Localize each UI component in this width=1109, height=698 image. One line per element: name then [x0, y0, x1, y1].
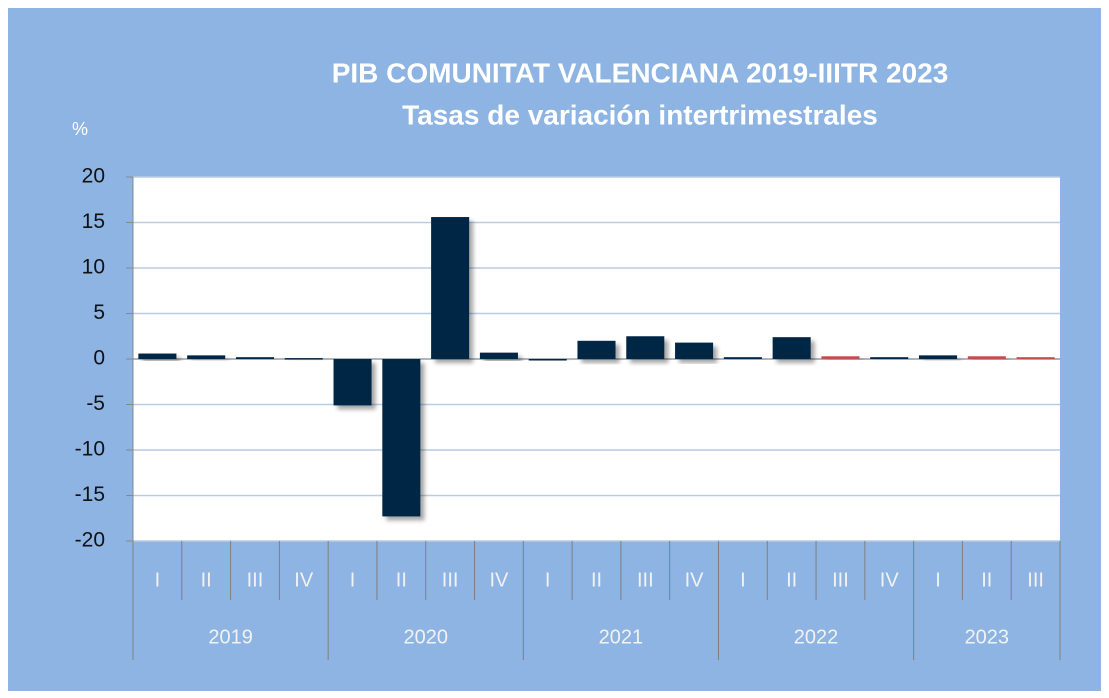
group-label: 2022: [794, 626, 839, 648]
x-tick-label: II: [201, 569, 212, 591]
x-tick-label: II: [786, 569, 797, 591]
y-axis-label: %: [72, 119, 88, 139]
x-tick-label: IV: [880, 569, 900, 591]
group-label: 2019: [208, 626, 253, 648]
bar: [235, 357, 275, 359]
bar: [528, 359, 567, 361]
x-tick-label: II: [396, 569, 407, 591]
bar: [772, 337, 811, 359]
bar: [723, 357, 762, 359]
x-tick-label: III: [247, 569, 264, 591]
bar: [187, 355, 226, 359]
x-tick-label: IV: [489, 569, 509, 591]
x-tick-label: III: [1027, 569, 1044, 591]
x-tick-label: I: [740, 569, 746, 591]
bar: [333, 359, 372, 406]
bar: [382, 359, 421, 517]
x-tick-label: II: [981, 569, 992, 591]
y-tick-label: 10: [82, 256, 105, 279]
bar: [967, 356, 1006, 359]
y-tick-label: -20: [75, 529, 105, 552]
x-tick-label: IV: [685, 569, 705, 591]
y-tick-label: -15: [75, 483, 105, 506]
x-tick-label: III: [442, 569, 459, 591]
bar: [284, 358, 323, 360]
x-tick-label: I: [545, 569, 551, 591]
y-tick-label: 20: [82, 165, 105, 188]
x-tick-label: III: [832, 569, 849, 591]
group-label: 2023: [965, 626, 1010, 648]
bar: [918, 355, 958, 359]
group-label: 2021: [599, 626, 644, 648]
y-tick-label: 0: [93, 347, 105, 370]
x-tick-label: I: [935, 569, 941, 591]
chart-subtitle: Tasas de variación intertrimestrales: [402, 99, 878, 130]
chart-title: PIB COMUNITAT VALENCIANA 2019-IIITR 2023: [332, 57, 949, 88]
bar: [675, 342, 714, 359]
bar: [138, 353, 177, 359]
x-tick-label: II: [591, 569, 602, 591]
bar: [1016, 357, 1055, 359]
group-label: 2020: [403, 626, 448, 648]
y-tick-label: -5: [86, 392, 105, 415]
y-tick-label: 5: [93, 301, 105, 324]
bar: [479, 352, 518, 359]
bar: [626, 336, 665, 359]
y-tick-label: -10: [75, 438, 105, 461]
x-tick-label: III: [637, 569, 654, 591]
bar: [431, 217, 470, 359]
bar: [577, 340, 616, 359]
x-tick-label: I: [155, 569, 161, 591]
x-tick-label: IV: [294, 569, 314, 591]
bar: [870, 357, 909, 359]
y-tick-label: 15: [82, 210, 105, 233]
x-tick-label: I: [350, 569, 356, 591]
bar: [821, 356, 860, 359]
